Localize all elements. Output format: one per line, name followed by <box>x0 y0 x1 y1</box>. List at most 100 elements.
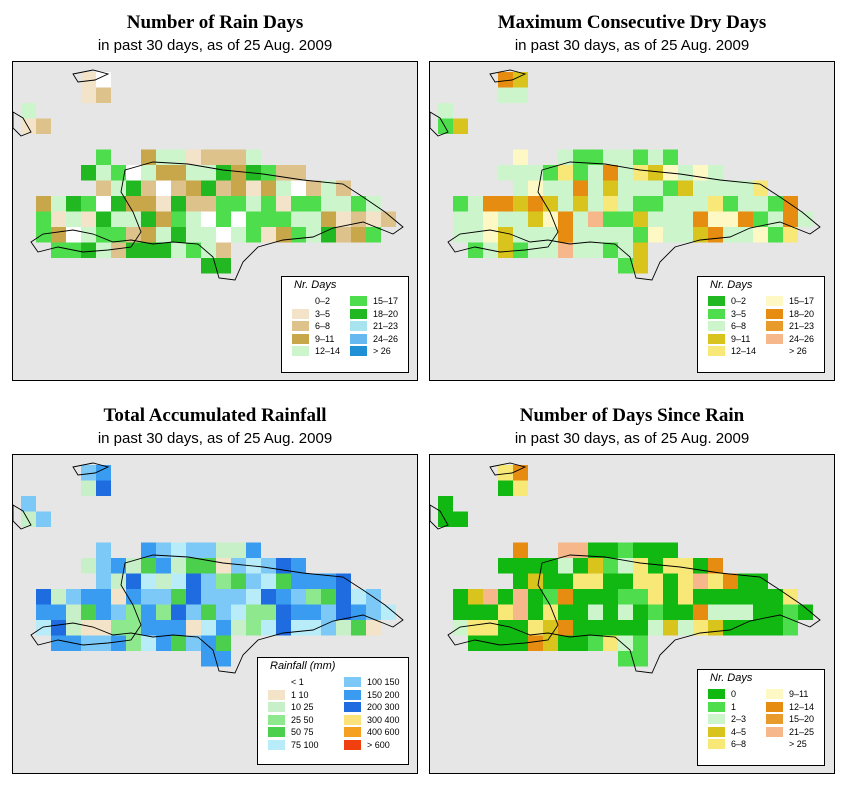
grid-cell <box>66 604 81 620</box>
grid-cell <box>498 480 513 496</box>
grid-cell <box>603 589 618 605</box>
grid-cell <box>321 227 336 243</box>
grid-cell <box>126 589 141 605</box>
grid-cell <box>21 118 36 134</box>
coastline <box>72 69 110 83</box>
legend-swatch <box>344 727 361 737</box>
legend-label: 300 400 <box>367 714 400 725</box>
legend-swatch <box>268 727 285 737</box>
grid-cell <box>111 180 126 196</box>
grid-cell <box>588 542 603 558</box>
grid-cell <box>603 558 618 574</box>
grid-cell <box>261 573 276 589</box>
grid-cell <box>186 635 201 651</box>
legend-item: 75 100 <box>268 739 319 751</box>
grid-cell <box>366 211 381 227</box>
legend-swatch <box>708 333 725 344</box>
legend-item: 0–2 <box>292 295 330 307</box>
grid-cell <box>216 604 231 620</box>
grid-cell <box>738 211 753 227</box>
grid-cell <box>513 465 528 481</box>
grid-cell <box>81 558 96 574</box>
grid-cell <box>96 542 111 558</box>
grid-cell <box>216 620 231 636</box>
grid-cell <box>648 196 663 212</box>
panel-title: Total Accumulated Rainfall <box>103 405 327 426</box>
legend-label: 21–23 <box>789 321 815 331</box>
legend-swatch <box>344 702 361 712</box>
legend-swatch <box>766 346 783 356</box>
grid-cell <box>156 165 171 181</box>
grid-cell <box>201 227 216 243</box>
grid-cell <box>738 620 753 636</box>
grid-cell <box>351 589 366 605</box>
grid-cell <box>96 558 111 574</box>
grid-cell <box>708 165 723 181</box>
grid-cell <box>96 480 111 496</box>
grid-cell <box>216 211 231 227</box>
grid-cell <box>663 573 678 589</box>
grid-cell <box>201 196 216 212</box>
grid-cell <box>126 196 141 212</box>
grid-cell <box>573 542 588 558</box>
grid-cell <box>483 620 498 636</box>
grid-cell <box>483 604 498 620</box>
grid-cell <box>648 604 663 620</box>
grid-cell <box>156 604 171 620</box>
grid-cell <box>141 227 156 243</box>
grid-cell <box>603 242 618 258</box>
grid-cell <box>111 620 126 636</box>
grid-cell <box>528 242 543 258</box>
grid-cell <box>558 242 573 258</box>
legend-item: 0–2 <box>708 295 746 307</box>
grid-cell <box>573 211 588 227</box>
legend-item: 2–3 <box>708 713 746 725</box>
grid-cell <box>156 542 171 558</box>
grid-cell <box>186 573 201 589</box>
grid-cell <box>648 211 663 227</box>
legend-item: 18–20 <box>766 308 814 320</box>
grid-cell <box>693 227 708 243</box>
legend-label: 10 25 <box>291 702 314 712</box>
grid-cell <box>141 542 156 558</box>
grid-cell <box>111 589 126 605</box>
grid-cell <box>543 196 558 212</box>
panel-title: Maximum Consecutive Dry Days <box>497 12 767 33</box>
grid-cell <box>141 149 156 165</box>
grid-cell <box>126 635 141 651</box>
legend-swatch <box>292 321 309 331</box>
grid-cell <box>633 196 648 212</box>
grid-cell <box>603 620 618 636</box>
grid-cell <box>306 589 321 605</box>
grid-cell <box>753 180 768 196</box>
legend-swatch <box>344 739 361 750</box>
grid-cell <box>558 542 573 558</box>
grid-cell <box>201 620 216 636</box>
grid-cell <box>573 165 588 181</box>
grid-cell <box>246 180 261 196</box>
legend-swatch <box>708 296 725 306</box>
panel-subtitle: in past 30 days, as of 25 Aug. 2009 <box>514 430 750 447</box>
grid-cell <box>291 589 306 605</box>
grid-cell <box>753 589 768 605</box>
grid-cell <box>291 620 306 636</box>
grid-cell <box>633 258 648 274</box>
grid-cell <box>768 211 783 227</box>
grid-cell <box>366 620 381 636</box>
grid-cell <box>21 496 36 512</box>
grid-cell <box>513 480 528 496</box>
legend: Nr. Days 0 1 2–3 4–5 6–8 9–11 12–14 15–20 21–25 >… <box>697 669 825 766</box>
legend-swatch <box>708 308 725 319</box>
grid-cell <box>171 604 186 620</box>
grid-cell <box>216 573 231 589</box>
grid-cell <box>171 211 186 227</box>
grid-cell <box>36 227 51 243</box>
grid-cell <box>588 604 603 620</box>
grid-cell <box>261 620 276 636</box>
grid-cells <box>21 465 396 667</box>
legend-item: 50 75 <box>268 726 314 738</box>
grid-cell <box>36 620 51 636</box>
grid-cell <box>231 620 246 636</box>
grid-cell <box>618 542 633 558</box>
coastline <box>30 554 404 674</box>
